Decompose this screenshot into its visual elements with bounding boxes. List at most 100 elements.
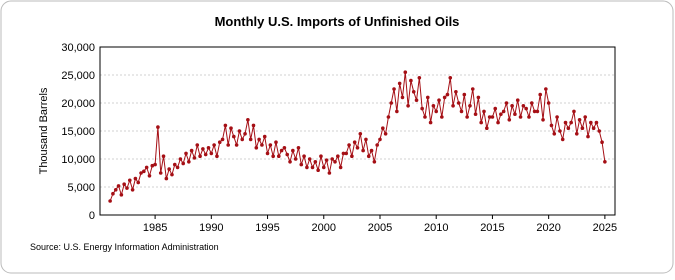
point <box>586 134 590 139</box>
point <box>555 115 559 119</box>
point <box>515 98 520 102</box>
point <box>456 101 461 105</box>
point <box>189 148 194 153</box>
point <box>448 76 453 80</box>
point <box>437 98 441 102</box>
point <box>142 169 146 174</box>
point <box>403 70 408 74</box>
point <box>206 146 211 150</box>
point <box>246 118 250 122</box>
point <box>319 154 323 158</box>
point <box>591 126 596 130</box>
point <box>549 123 554 128</box>
x-tick-label: 2000 <box>312 222 336 234</box>
point <box>195 143 200 147</box>
point <box>563 120 568 125</box>
point <box>321 165 326 170</box>
point <box>597 129 602 133</box>
point <box>187 160 191 164</box>
x-tick-label: 2010 <box>424 222 448 234</box>
point <box>352 140 357 144</box>
point <box>113 188 118 192</box>
point <box>251 123 256 128</box>
point <box>493 106 498 111</box>
point <box>170 172 174 177</box>
y-tick-label: 20,000 <box>61 98 95 110</box>
point <box>305 165 309 170</box>
point <box>338 165 343 170</box>
point <box>406 104 410 108</box>
point <box>389 101 394 105</box>
point <box>350 154 354 158</box>
point <box>521 104 526 108</box>
source: Source: U.S. Energy Information Administ… <box>30 242 219 252</box>
point <box>164 176 169 181</box>
y-tick-label: 25,000 <box>61 70 95 82</box>
point <box>341 151 346 156</box>
point <box>366 154 371 158</box>
point <box>220 137 225 142</box>
point <box>397 81 402 86</box>
point <box>144 165 149 170</box>
point <box>589 120 593 125</box>
point <box>504 101 509 105</box>
point <box>330 157 334 161</box>
point <box>468 104 472 108</box>
point <box>265 151 270 156</box>
point <box>156 125 160 129</box>
point <box>369 148 374 153</box>
x-tick-label: 2005 <box>368 222 392 234</box>
point <box>485 126 489 130</box>
point <box>417 76 422 80</box>
point <box>459 109 464 114</box>
point <box>260 143 264 147</box>
point <box>215 154 219 158</box>
point <box>538 92 543 97</box>
point <box>291 148 295 153</box>
x-tick-label: 2015 <box>480 222 504 234</box>
point <box>535 109 540 114</box>
point <box>600 140 604 144</box>
point <box>282 146 287 150</box>
point <box>316 168 320 172</box>
point <box>344 151 349 156</box>
point <box>470 87 475 91</box>
point <box>420 106 424 111</box>
point <box>409 78 413 83</box>
point <box>133 176 138 181</box>
point <box>524 106 528 111</box>
point <box>473 112 478 116</box>
point <box>116 184 121 188</box>
point <box>279 148 284 153</box>
point <box>383 132 388 136</box>
point <box>327 171 332 175</box>
point <box>364 137 368 142</box>
point <box>454 90 458 94</box>
point <box>392 87 396 91</box>
x-tick-label: 1995 <box>255 222 279 234</box>
point <box>544 87 548 91</box>
point <box>496 120 500 125</box>
y-tick-label: 10,000 <box>61 154 95 166</box>
point <box>276 154 281 158</box>
point <box>161 154 166 158</box>
point <box>434 109 439 114</box>
point <box>425 95 430 100</box>
point <box>293 157 298 161</box>
point <box>209 151 214 156</box>
point <box>232 134 236 139</box>
point <box>127 178 132 183</box>
point <box>229 126 233 130</box>
y-axis-label: Thousand Barrels <box>38 87 50 174</box>
point <box>310 165 315 170</box>
point <box>572 109 576 114</box>
point <box>333 160 337 164</box>
point <box>395 109 399 114</box>
point <box>347 143 351 147</box>
point <box>532 109 537 114</box>
point <box>299 162 304 167</box>
chart-title: Monthly U.S. Imports of Unfinished Oils <box>215 14 460 29</box>
point <box>257 137 261 142</box>
point <box>198 154 202 158</box>
